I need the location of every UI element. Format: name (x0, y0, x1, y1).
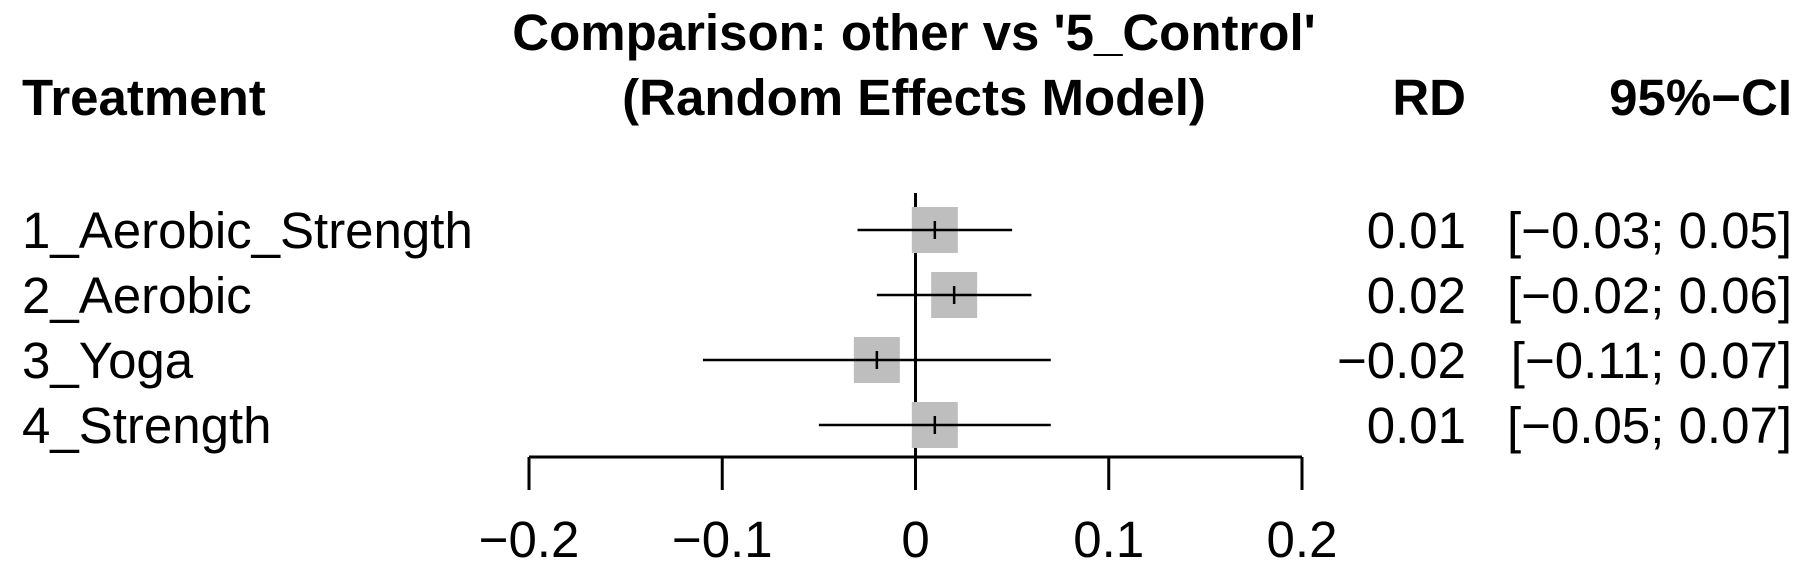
x-axis: −0.2 −0.1 0 0.1 0.2 (479, 455, 1338, 568)
treatment-label: 1_Aerobic_Strength (22, 202, 473, 259)
ci-value: [−0.03; 0.05] (1507, 202, 1792, 259)
chart-title-line2: (Random Effects Model) (622, 69, 1206, 126)
treatment-label: 4_Strength (22, 397, 272, 454)
x-tick-label: −0.1 (672, 511, 773, 568)
x-tick-label: 0.1 (1073, 511, 1144, 568)
header-treatment: Treatment (22, 69, 266, 126)
treatment-label: 2_Aerobic (22, 267, 252, 324)
rd-value: −0.02 (1337, 332, 1466, 389)
forest-row: 3_Yoga −0.02 [−0.11; 0.07] (22, 332, 1792, 389)
forest-row: 2_Aerobic 0.02 [−0.02; 0.06] (22, 267, 1792, 324)
forest-row: 4_Strength 0.01 [−0.05; 0.07] (22, 397, 1792, 454)
ci-value: [−0.11; 0.07] (1511, 332, 1792, 389)
header-ci: 95%−CI (1609, 69, 1792, 126)
header-rd: RD (1392, 69, 1466, 126)
x-tick-label: 0.2 (1267, 511, 1338, 568)
ci-value: [−0.05; 0.07] (1507, 397, 1792, 454)
rd-value: 0.02 (1367, 267, 1466, 324)
treatment-label: 3_Yoga (22, 332, 194, 389)
rd-value: 0.01 (1367, 397, 1466, 454)
x-tick-label: −0.2 (479, 511, 580, 568)
forest-row: 1_Aerobic_Strength 0.01 [−0.03; 0.05] (22, 202, 1792, 259)
ci-value: [−0.02; 0.06] (1507, 267, 1792, 324)
x-tick-label: 0 (901, 511, 929, 568)
forest-rows: 1_Aerobic_Strength 0.01 [−0.03; 0.05] 2_Aer… (22, 202, 1792, 454)
chart-title-line1: Comparison: other vs '5_Control' (512, 4, 1316, 61)
rd-value: 0.01 (1367, 202, 1466, 259)
